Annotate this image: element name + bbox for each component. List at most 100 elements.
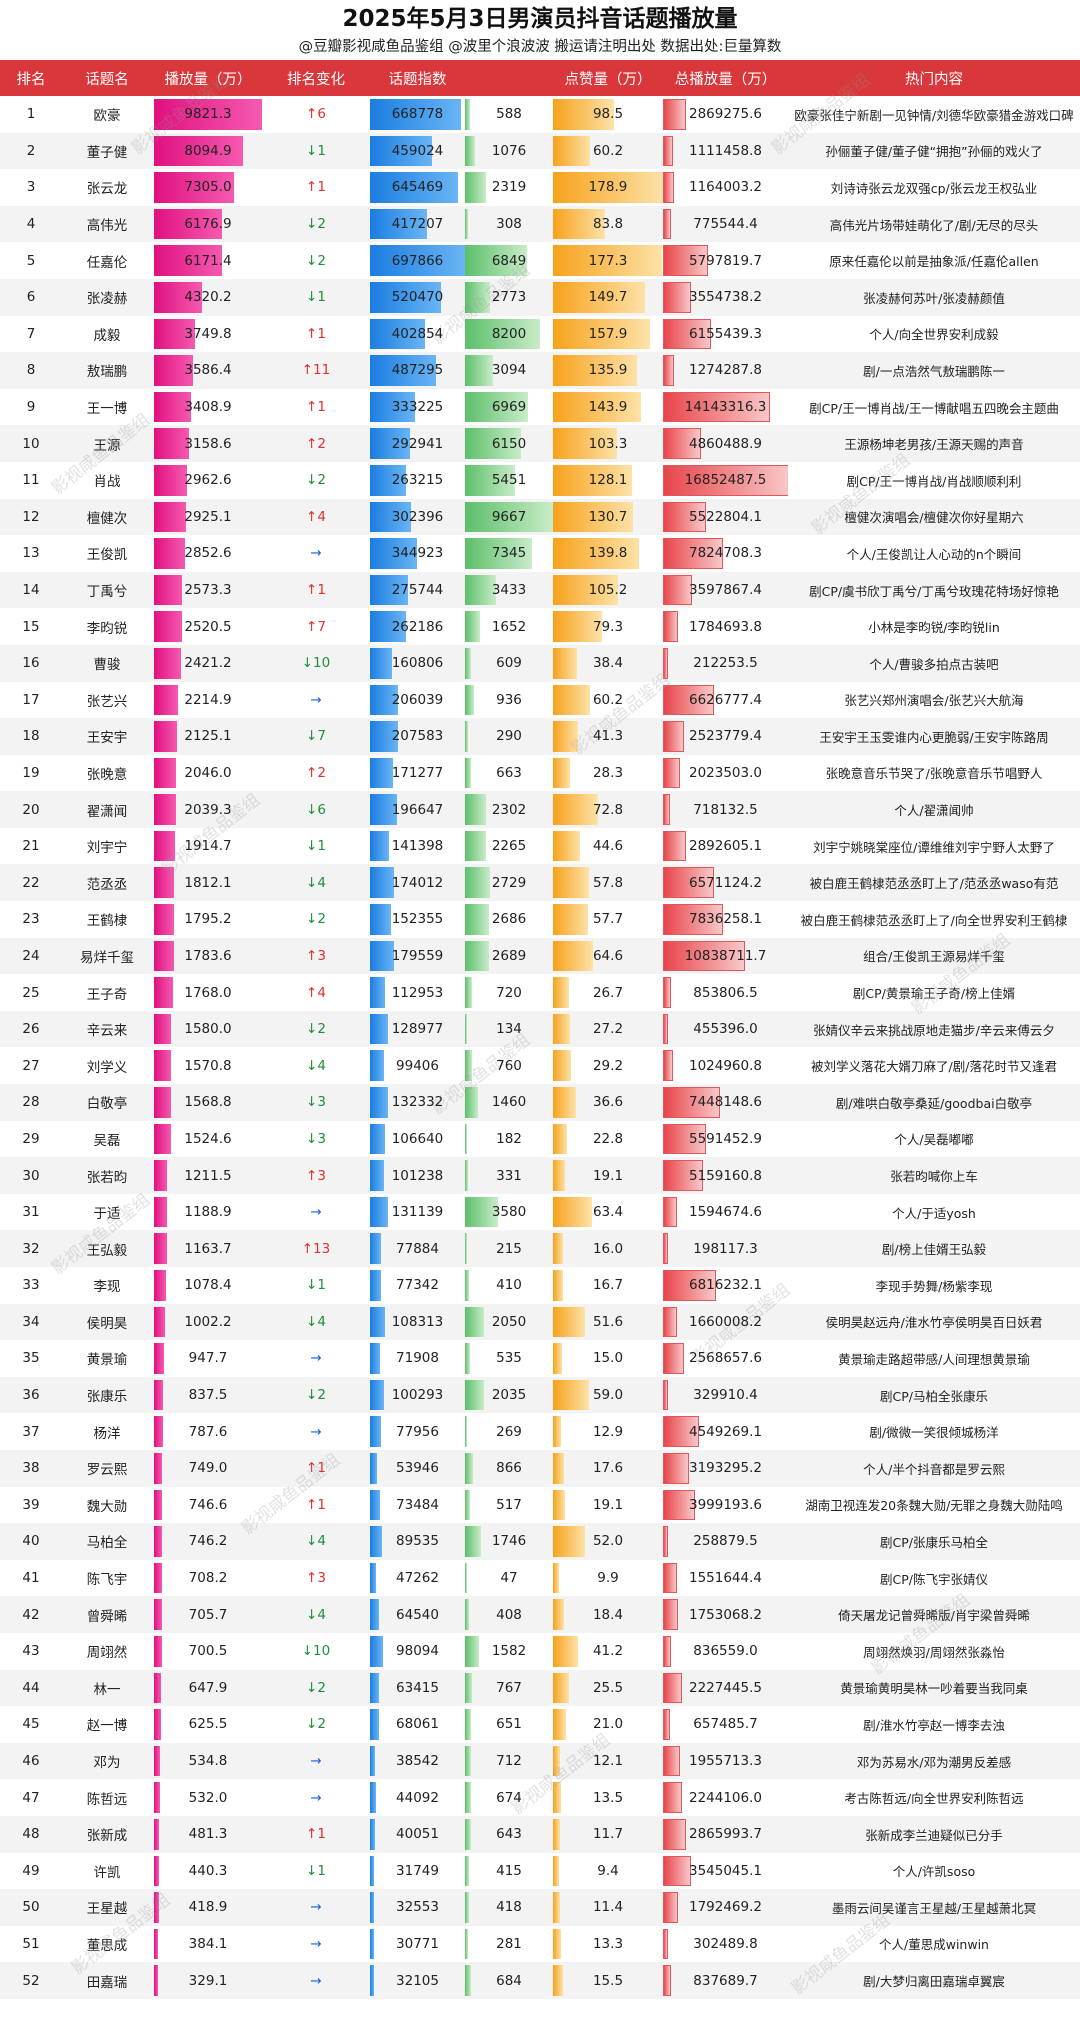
total-cell-bar	[663, 1270, 716, 1301]
hot-content: 黄景瑜黄明昊林一吵着要当我同桌	[840, 1681, 1028, 1697]
likes-cell-value: 57.7	[592, 911, 624, 928]
index-cell: 179559	[370, 938, 465, 975]
topic-name: 吴磊	[93, 1132, 121, 1149]
play-cell: 3749.8	[154, 316, 262, 353]
topic-name: 马柏全	[86, 1535, 128, 1552]
likes-cell-bar	[553, 867, 589, 899]
likes-cell: 9.4	[553, 1853, 663, 1890]
index-cell-value: 77956	[396, 1423, 439, 1440]
likes-cell-value: 28.3	[592, 764, 624, 781]
index-cell: 63415	[370, 1670, 465, 1707]
play-cell-bar	[154, 428, 189, 459]
likes-cell: 11.7	[553, 1816, 663, 1853]
total-cell-value: 3193295.2	[688, 1460, 762, 1477]
hot-content: 张凌赫何苏叶/张凌赫颜值	[863, 290, 1005, 306]
index-cell-bar	[370, 574, 408, 606]
rank-change: ↓1	[306, 838, 326, 855]
col6-cell-bar	[465, 1855, 469, 1887]
table-row: 1 欧豪 9821.3 ↑6 668778 588 98.5 2869275.6 欧豪张佳宁新剧…	[0, 96, 1080, 133]
topic-name: 敖瑞鹏	[86, 364, 128, 381]
index-cell-value: 206039	[391, 691, 444, 708]
header-rank: 排名	[16, 71, 46, 88]
total-cell-bar	[663, 1452, 689, 1484]
play-cell-value: 384.1	[188, 1935, 228, 1952]
play-cell-value: 1768.0	[184, 984, 232, 1001]
index-cell-value: 160806	[391, 655, 444, 672]
index-cell-bar	[370, 1928, 375, 1960]
likes-cell-bar	[553, 1050, 571, 1082]
hot-content: 李现手势舞/杨紫李现	[875, 1278, 993, 1294]
total-cell: 1660008.2	[663, 1304, 788, 1341]
likes-cell: 51.6	[553, 1304, 663, 1341]
play-cell-bar	[154, 1635, 162, 1667]
total-cell-bar	[663, 1855, 692, 1887]
total-cell-value: 2869275.6	[688, 106, 762, 123]
likes-cell-value: 63.4	[592, 1204, 624, 1221]
total-cell-bar	[663, 940, 746, 972]
rank-change: ↓2	[306, 1679, 326, 1696]
index-cell-value: 40051	[396, 1826, 439, 1843]
index-cell-value: 63415	[396, 1679, 439, 1696]
likes-cell: 83.8	[553, 206, 663, 243]
total-cell-value: 198117.3	[693, 1240, 758, 1257]
table-row: 52 田嘉瑞 329.1 → 32105 684 15.5 837689.7 剧/大梦归离田嘉瑞…	[0, 1962, 1080, 1999]
index-cell-bar	[370, 1087, 388, 1118]
col6-cell-bar	[465, 1233, 467, 1264]
total-cell: 1111458.8	[663, 133, 788, 170]
total-cell: 329910.4	[663, 1377, 788, 1414]
chart-subtitle: @豆瓣影视咸鱼品鉴组 @波里个浪波波 搬运请注明出处 数据出处:巨量算数	[298, 39, 782, 55]
rank-cell: 46	[22, 1753, 40, 1770]
index-cell-value: 263215	[391, 472, 444, 489]
col6-cell-value: 6150	[491, 435, 527, 452]
play-cell-value: 532.0	[188, 1789, 228, 1806]
topic-name: 白敬亭	[86, 1096, 128, 1113]
likes-cell-bar	[553, 1599, 565, 1630]
total-cell-bar	[663, 1818, 687, 1850]
col6-cell: 418	[465, 1889, 553, 1926]
total-cell: 4549269.1	[663, 1413, 788, 1450]
index-cell-value: 99406	[396, 1057, 439, 1074]
likes-cell-value: 15.5	[592, 1972, 624, 1989]
rank-change: ↓6	[306, 801, 326, 818]
topic-name: 张晚意	[86, 766, 128, 783]
col6-cell-bar	[465, 1050, 472, 1082]
col6-cell-bar	[465, 1526, 481, 1557]
likes-cell-bar	[553, 501, 634, 533]
total-cell-value: 1753068.2	[688, 1606, 762, 1623]
likes-cell-bar	[553, 1013, 570, 1045]
play-cell: 1570.8	[154, 1047, 262, 1084]
col6-cell: 331	[465, 1157, 553, 1194]
rank-cell: 49	[22, 1862, 40, 1879]
col6-cell: 2689	[465, 938, 553, 975]
rank-cell: 9	[26, 399, 36, 416]
index-cell-bar	[370, 538, 417, 569]
play-cell: 7305.0	[154, 169, 262, 206]
index-cell: 68061	[370, 1706, 465, 1743]
table-header: 排名 话题名 播放量（万） 排名变化 话题指数 点赞量（万） 总播放量（万） 热…	[0, 60, 1080, 96]
play-cell-bar	[154, 1087, 172, 1118]
play-cell: 2925.1	[154, 499, 262, 536]
play-cell-bar	[154, 684, 179, 716]
total-cell-bar	[663, 464, 788, 496]
total-cell-bar	[663, 794, 671, 825]
col6-cell: 609	[465, 645, 553, 682]
total-cell: 1784693.8	[663, 608, 788, 645]
topic-name: 张康乐	[86, 1389, 128, 1406]
col6-cell: 643	[465, 1816, 553, 1853]
topic-name: 董思成	[86, 1937, 128, 1954]
topic-name: 易烊千玺	[80, 949, 134, 966]
col6-cell-bar	[465, 1306, 484, 1338]
total-cell-bar	[663, 1892, 679, 1923]
total-cell-value: 4549269.1	[688, 1423, 762, 1440]
total-cell-bar	[663, 172, 674, 203]
col6-cell: 281	[465, 1926, 553, 1963]
likes-cell-value: 15.0	[592, 1350, 624, 1367]
play-cell: 9821.3	[154, 96, 262, 133]
play-cell-bar	[154, 1782, 160, 1813]
hot-content: 倚天屠龙记曾舜晞版/肖宇梁曾舜晞	[838, 1608, 1030, 1624]
likes-cell: 130.7	[553, 499, 663, 536]
total-cell: 6155439.3	[663, 316, 788, 353]
hot-content: 被白鹿王鹤棣范丞丞盯上了/范丞丞waso有范	[809, 876, 1059, 892]
likes-cell-bar	[553, 1928, 562, 1960]
topic-name: 许凯	[93, 1864, 121, 1881]
